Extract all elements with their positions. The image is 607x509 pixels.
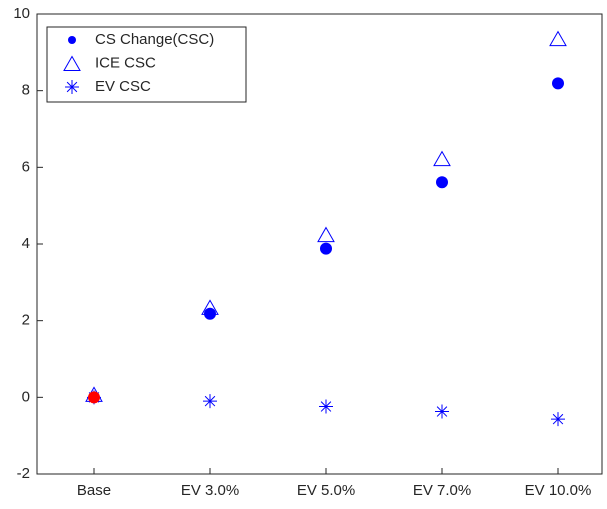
triangle-marker — [549, 30, 567, 47]
y-tick-label: 8 — [22, 82, 30, 99]
triangle-marker — [317, 226, 335, 243]
triangle-marker — [63, 55, 81, 71]
asterisk-marker — [65, 80, 79, 94]
legend-label: ICE CSC — [95, 54, 156, 71]
x-tick-label: EV 5.0% — [297, 482, 355, 499]
x-tick-label: EV 3.0% — [181, 482, 239, 499]
triangle-marker — [433, 150, 451, 167]
dot-marker — [204, 307, 216, 320]
asterisk-marker — [435, 404, 449, 419]
dot-marker — [320, 242, 332, 255]
y-tick-label: -2 — [17, 465, 30, 482]
x-tick-label: EV 7.0% — [413, 482, 471, 499]
legend-label: EV CSC — [95, 78, 151, 95]
y-tick-label: 6 — [22, 158, 30, 175]
dot-marker — [88, 391, 100, 404]
dot-marker — [436, 176, 448, 189]
asterisk-marker — [203, 394, 217, 409]
y-tick-label: 2 — [22, 312, 30, 329]
legend-label: CS Change(CSC) — [95, 31, 214, 48]
y-tick-label: 10 — [13, 5, 30, 22]
x-tick-label: Base — [77, 482, 111, 499]
y-tick-label: 0 — [22, 388, 30, 405]
dot-marker — [552, 77, 564, 90]
asterisk-marker — [319, 399, 333, 414]
dot-marker — [68, 36, 76, 44]
asterisk-marker — [551, 412, 565, 427]
legend-box — [46, 26, 247, 103]
x-tick-label: EV 10.0% — [525, 482, 592, 499]
y-tick-label: 4 — [22, 235, 30, 252]
